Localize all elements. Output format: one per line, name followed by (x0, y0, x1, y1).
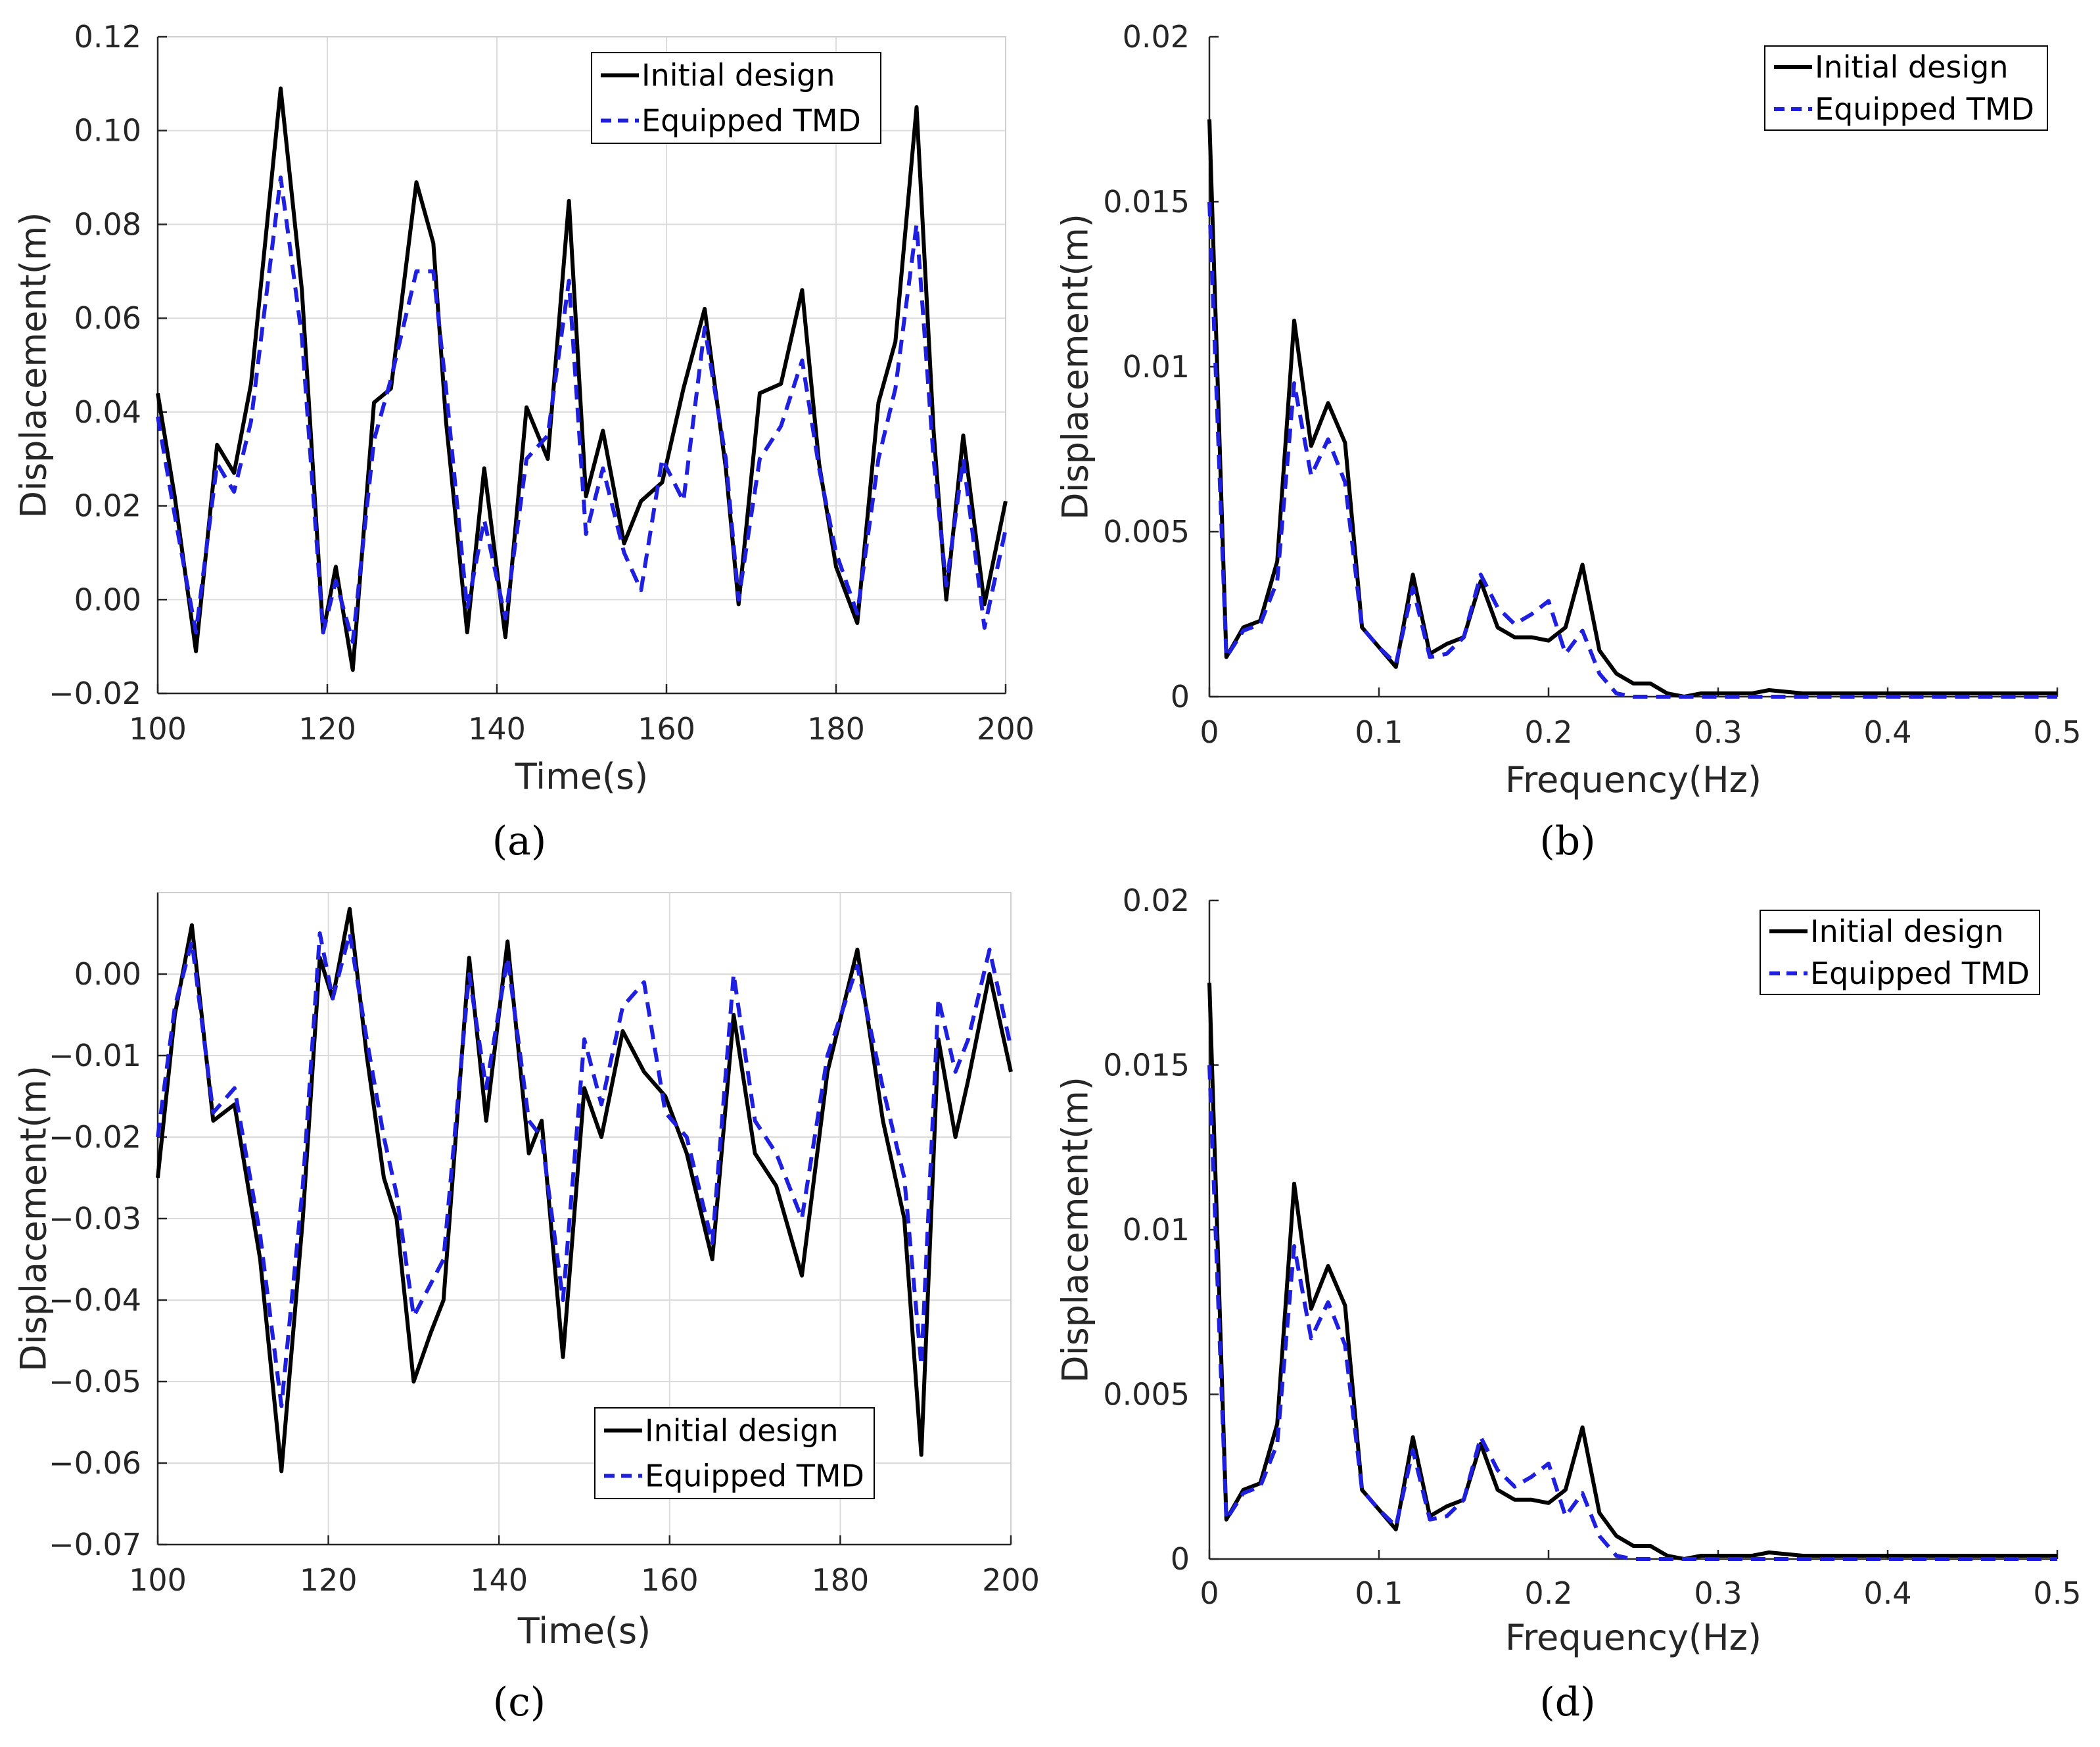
series-line-initial-design (1207, 119, 2057, 699)
y-tick-label: −0.03 (49, 1201, 141, 1236)
x-tick-label: 0.3 (1694, 1575, 1742, 1611)
x-tick-label: 200 (982, 1562, 1040, 1598)
x-tick-label: 0 (1200, 714, 1219, 750)
panel-caption: (d) (1539, 1679, 1595, 1725)
y-tick-label: 0.02 (74, 488, 141, 524)
chart-panel-c: 100 120 140 160 180 200 −0.07 −0.06 −0.05 −0.04 −0… (13, 892, 1040, 1725)
x-tick-label: 0.5 (2033, 714, 2081, 750)
x-tick-label: 120 (298, 711, 356, 747)
legend-label-initial-design: Initial design (645, 1413, 839, 1449)
y-tick-label: 0.00 (74, 956, 141, 992)
series-line-equipped-tmd (1207, 1065, 2057, 1561)
y-tick-label: 0.015 (1103, 1048, 1190, 1083)
x-tick-label: 0.3 (1694, 714, 1742, 750)
y-tick-label: 0 (1171, 679, 1190, 714)
legend-box (1764, 45, 2048, 131)
y-tick-label: 0.02 (1123, 19, 1190, 55)
x-tick-label: 0.4 (1863, 714, 1911, 750)
y-tick-label: 0.10 (74, 113, 141, 149)
x-axis-label: Frequency(Hz) (1505, 759, 1762, 801)
y-axis-label: Displacement(m) (13, 1065, 55, 1372)
y-tick-label: 0.06 (74, 300, 141, 336)
x-tick-label: 140 (470, 1562, 528, 1598)
y-tick-label: 0.01 (1123, 349, 1190, 384)
y-tick-label: 0.08 (74, 206, 141, 242)
chart-panel-b: 0 0.1 0.2 0.3 0.4 0.5 0 0.005 0.01 0.015 0.02 Frequ… (1055, 19, 2082, 864)
legend-box (1760, 910, 2040, 995)
y-axis-label: Displacement(m) (13, 212, 55, 519)
x-tick-label: 0.1 (1355, 714, 1403, 750)
x-tick-label: 0.2 (1524, 714, 1572, 750)
x-tick-label: 100 (129, 1562, 187, 1598)
legend-label-equipped-tmd: Equipped TMD (1810, 956, 2030, 991)
plot-area (1209, 37, 2057, 697)
x-tick-label: 0 (1200, 1575, 1219, 1611)
legend: Initial design Equipped TMD (591, 52, 881, 144)
series-line-initial-design (156, 906, 1013, 1474)
legend-label-equipped-tmd: Equipped TMD (645, 1458, 864, 1494)
x-tick-label: 180 (807, 711, 865, 747)
x-axis-label: Frequency(Hz) (1505, 1617, 1762, 1658)
x-tick-label: 100 (129, 711, 187, 747)
panel-caption: (a) (492, 818, 547, 864)
y-tick-label: 0.015 (1103, 184, 1190, 220)
y-tick-label: 0.12 (74, 19, 141, 55)
x-axis-label: Time(s) (517, 1610, 651, 1652)
y-tick-label: −0.04 (49, 1282, 141, 1318)
plot-area (1209, 900, 2057, 1559)
x-tick-label: 200 (977, 711, 1035, 747)
y-tick-label: 0.02 (1123, 883, 1190, 918)
legend: Initial design Equipped TMD (594, 1407, 875, 1499)
x-tick-label: 0.5 (2033, 1575, 2081, 1611)
y-tick-label: 0.01 (1123, 1212, 1190, 1247)
x-tick-label: 0.1 (1355, 1575, 1403, 1611)
x-axis-label: Time(s) (515, 756, 648, 797)
y-tick-label: −0.05 (49, 1364, 141, 1399)
y-tick-label: −0.02 (49, 1119, 141, 1155)
y-tick-label: 0.005 (1103, 514, 1190, 549)
series-line-initial-design (156, 86, 1008, 672)
y-tick-label: −0.07 (49, 1527, 141, 1562)
legend-label-equipped-tmd: Equipped TMD (1815, 91, 2034, 127)
x-tick-label: 0.2 (1524, 1575, 1572, 1611)
legend-label-initial-design: Initial design (642, 58, 835, 93)
x-tick-label: 140 (468, 711, 526, 747)
plot-area (158, 37, 1006, 693)
legend-label-equipped-tmd: Equipped TMD (642, 103, 861, 139)
panel-caption: (c) (493, 1679, 546, 1725)
chart-panel-a: 100 120 140 160 180 200 −0.02 0.00 0.02 0.04 0.06 0… (13, 19, 1035, 864)
legend-box (594, 1407, 875, 1499)
y-tick-label: 0.005 (1103, 1377, 1190, 1412)
y-tick-label: −0.06 (49, 1445, 141, 1481)
x-tick-label: 160 (638, 711, 695, 747)
y-tick-label: 0.04 (74, 394, 141, 430)
legend-label-initial-design: Initial design (1810, 914, 2004, 949)
series-line-equipped-tmd (156, 931, 1013, 1409)
x-tick-label: 120 (300, 1562, 358, 1598)
series-line-equipped-tmd (156, 175, 1008, 644)
x-tick-label: 180 (811, 1562, 869, 1598)
legend-label-initial-design: Initial design (1815, 49, 2009, 85)
y-axis-label: Displacement(m) (1055, 1077, 1096, 1383)
legend-box (591, 52, 881, 144)
legend: Initial design Equipped TMD (1764, 45, 2048, 131)
y-axis-label: Displacement(m) (1055, 214, 1096, 520)
y-tick-label: 0.00 (74, 582, 141, 617)
legend: Initial design Equipped TMD (1760, 910, 2040, 995)
y-tick-label: −0.01 (49, 1038, 141, 1073)
panel-caption: (b) (1539, 818, 1595, 864)
series-line-initial-design (1207, 983, 2057, 1561)
x-tick-label: 160 (641, 1562, 699, 1598)
x-tick-label: 0.4 (1863, 1575, 1911, 1611)
chart-panel-d: 0 0.1 0.2 0.3 0.4 0.5 0 0.005 0.01 0.015 0.02 Frequ… (1055, 883, 2082, 1725)
y-tick-label: −0.02 (49, 676, 141, 711)
y-tick-label: 0 (1171, 1541, 1190, 1577)
